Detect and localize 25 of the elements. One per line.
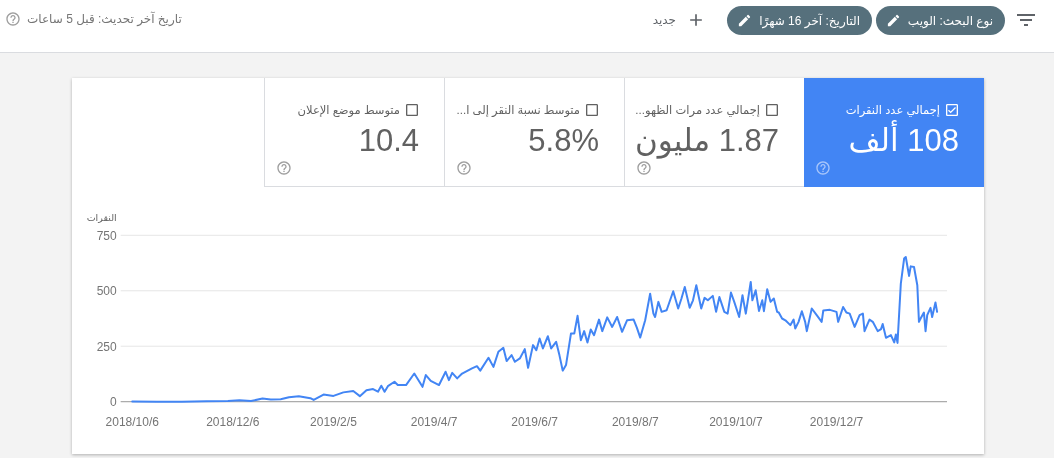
x-tick-label: 2019/4/7 [410, 415, 458, 429]
text: 5.8% [528, 123, 599, 158]
text: إجمالي عدد مرات الظهو... [635, 103, 760, 118]
x-tick-label: 2019/6/7 [511, 415, 559, 429]
text: نوع البحث: الويب [907, 13, 993, 28]
text: 1.87 مليون [635, 123, 779, 158]
y-axis-title: النقرات [86, 212, 117, 223]
y-tick-label: 0 [110, 395, 118, 410]
x-tick-label: 2019/10/7 [709, 415, 763, 429]
y-tick-label: 750 [96, 228, 118, 243]
y-tick-label: 250 [96, 339, 118, 354]
x-tick-label: 2019/12/7 [809, 415, 864, 429]
text: تاريخ آخر تحديث: قبل 5 ساعات [27, 12, 182, 26]
text: متوسط موضع الإعلان [297, 103, 400, 118]
x-tick-label: 2018/12/6 [206, 415, 260, 429]
y-tick-label: 500 [96, 284, 118, 299]
text: متوسط نسبة النقر إلى ا... [456, 103, 580, 118]
x-tick-label: 2019/2/5 [310, 415, 358, 429]
line-series [131, 256, 939, 403]
text: 10.4 [358, 123, 419, 158]
text: التاريخ: آخر 16 شهرًا [759, 13, 860, 28]
text: إجمالي عدد النقرات [845, 103, 940, 118]
text: جديد [652, 13, 676, 27]
x-tick-label: 2019/8/7 [611, 415, 659, 429]
x-tick-label: 2018/10/6 [105, 415, 160, 429]
